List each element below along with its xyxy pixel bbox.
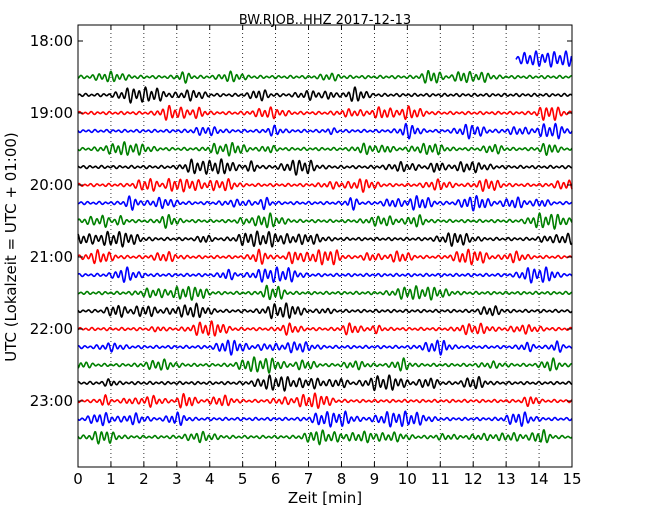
seismic-trace-2215: [77, 339, 573, 356]
seismic-trace-1915: [77, 122, 573, 140]
x-tick-label: 13: [497, 470, 516, 488]
seismic-trace-2245: [77, 374, 573, 392]
seismic-trace-2315: [77, 410, 573, 428]
x-tick-label: 3: [172, 470, 182, 488]
x-tick-label: 4: [205, 470, 215, 488]
seismic-trace-2100: [77, 248, 573, 266]
x-tick-label: 11: [431, 470, 450, 488]
x-tick-label: 5: [238, 470, 248, 488]
x-tick-label: 7: [304, 470, 314, 488]
seismic-trace-2115: [77, 266, 573, 284]
seismic-trace-2330: [77, 429, 573, 446]
seismic-trace-2145: [77, 302, 573, 320]
y-tick-label: 22:00: [30, 320, 73, 338]
y-axis: 18:00 19:00 20:00 21:00 22:00 23:00: [30, 32, 572, 410]
y-tick-label: 23:00: [30, 392, 73, 410]
y-tick-label: 18:00: [30, 32, 73, 50]
seismic-trace-2230: [77, 356, 573, 374]
seismic-trace-2015: [77, 194, 573, 212]
seismic-trace-2130: [77, 284, 573, 301]
x-axis-label: Zeit [min]: [288, 489, 362, 507]
chart-title: BW.RJOB..HHZ 2017-12-13: [239, 13, 411, 28]
x-axis: 0 1 2 3 4 5 6 7 8 9 10 11 12 13 14 15: [73, 25, 582, 488]
seismic-trace-2300: [77, 392, 573, 409]
x-tick-label: 6: [271, 470, 281, 488]
y-axis-label: UTC (Lokalzeit = UTC + 01:00): [2, 132, 20, 362]
grid-lines: [110, 25, 540, 467]
seismic-trace-1945: [77, 158, 573, 176]
x-tick-label: 14: [530, 470, 549, 488]
seismic-trace-2200: [77, 320, 573, 337]
seismic-trace-1900: [77, 104, 573, 122]
x-tick-label: 15: [562, 470, 581, 488]
seismic-trace-1830: [77, 69, 573, 84]
seismic-traces: [77, 50, 573, 446]
seismic-trace-2000: [77, 177, 573, 193]
x-tick-label: 9: [370, 470, 380, 488]
seismic-trace-1845: [77, 86, 573, 104]
x-tick-label: 1: [106, 470, 116, 488]
seismic-trace-2030: [77, 212, 573, 230]
seismic-trace-2045: [77, 230, 573, 248]
x-tick-label: 12: [464, 470, 483, 488]
y-tick-label: 19:00: [30, 104, 73, 122]
seismic-trace-1815: [515, 50, 573, 68]
x-tick-label: 0: [73, 470, 83, 488]
x-tick-label: 8: [337, 470, 347, 488]
seismic-trace-1930: [77, 141, 573, 157]
y-tick-label: 21:00: [30, 248, 73, 266]
plot-frame: [77, 24, 573, 468]
y-tick-label: 20:00: [30, 176, 73, 194]
x-tick-label: 10: [398, 470, 417, 488]
x-tick-label: 2: [139, 470, 149, 488]
